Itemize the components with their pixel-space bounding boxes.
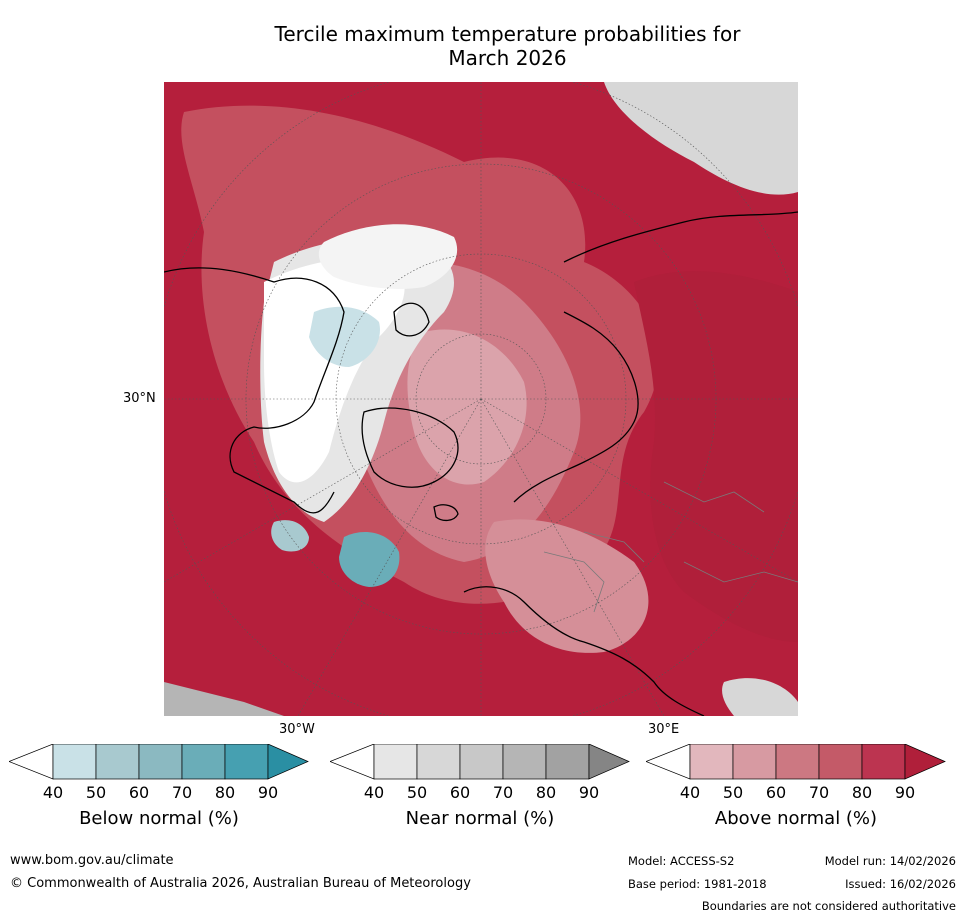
coast-siberia (563, 211, 798, 263)
footer-copyright: © Commonwealth of Australia 2026, Austra… (10, 876, 471, 891)
swatch-1 (373, 744, 418, 780)
polar-probability-map (164, 82, 798, 716)
colorbar-swatches (9, 744, 309, 780)
region-below-70-atlantic (339, 532, 400, 587)
region-above-50 (407, 329, 527, 485)
swatch-2 (732, 744, 777, 780)
coast-europe-north (513, 311, 639, 503)
swatch-3 (459, 744, 504, 780)
region-near-bottom-right (722, 678, 798, 716)
label-30e: 30°E (648, 722, 680, 737)
region-below-50 (309, 306, 380, 367)
tick-50: 50 (85, 783, 107, 802)
tick-90: 90 (578, 783, 600, 802)
tick-80: 80 (535, 783, 557, 802)
title-line-2: March 2026 (448, 46, 567, 70)
graticule (164, 82, 798, 716)
region-white-arctic (318, 224, 458, 289)
coast-greenland (361, 407, 459, 488)
swatch-6 (904, 744, 946, 780)
region-near-pacific (604, 82, 798, 195)
tick-80: 80 (851, 783, 873, 802)
colorbar-label: Above normal (%) (714, 808, 878, 829)
footer-base-period: Base period: 1981-2018 (628, 877, 767, 891)
swatch-2 (416, 744, 461, 780)
swatch-4 (502, 744, 547, 780)
tick-70: 70 (492, 783, 514, 802)
label-30n: 30°N (123, 391, 156, 406)
tick-80: 80 (214, 783, 236, 802)
tick-50: 50 (722, 783, 744, 802)
region-near-bottom-left (164, 682, 284, 716)
boundary-1 (543, 551, 605, 613)
swatch-5 (861, 744, 906, 780)
tick-60: 60 (765, 783, 787, 802)
meridian-60w (164, 398, 482, 583)
swatch-1 (689, 744, 734, 780)
footer-model-run: Model run: 14/02/2026 (824, 854, 956, 868)
tick-60: 60 (128, 783, 150, 802)
colorbar-above-normal: 40 50 60 70 80 90 Above normal (%) (646, 744, 946, 829)
swatch-1 (52, 744, 97, 780)
tick-50: 50 (406, 783, 428, 802)
swatch-0 (9, 744, 54, 780)
tick-90: 90 (894, 783, 916, 802)
swatch-6 (267, 744, 309, 780)
meridian-30w (297, 398, 482, 716)
coast-iceland (433, 504, 459, 522)
meridian-60e (480, 398, 798, 583)
boundary-2 (583, 531, 645, 563)
tick-90: 90 (257, 783, 279, 802)
boundary-3 (663, 481, 765, 513)
colorbar-near-normal: 40 50 60 70 80 90 Near normal (%) (330, 744, 630, 829)
region-above-90-asia (634, 271, 798, 642)
colorbar-swatches (646, 744, 946, 780)
region-above-60-europe (485, 519, 649, 653)
map-title: Tercile maximum temperature probabilitie… (200, 22, 815, 70)
swatch-5 (545, 744, 590, 780)
swatch-3 (138, 744, 183, 780)
tick-40: 40 (363, 783, 385, 802)
colorbar-swatches (330, 744, 630, 780)
coastlines (164, 211, 798, 716)
footer-model: Model: ACCESS-S2 (628, 854, 735, 868)
swatch-2 (95, 744, 140, 780)
footer-issued: Issued: 16/02/2026 (845, 877, 956, 891)
colorbar-below-normal: 40 50 60 70 80 90 Below normal (%) (9, 744, 309, 829)
title-line-1: Tercile maximum temperature probabilitie… (274, 22, 741, 46)
swatch-5 (224, 744, 269, 780)
meridian-30e (480, 398, 665, 716)
label-30w: 30°W (279, 722, 315, 737)
boundary-4 (683, 561, 798, 583)
tick-70: 70 (808, 783, 830, 802)
colorbar-label: Below normal (%) (79, 808, 239, 829)
swatch-4 (818, 744, 863, 780)
footer-website[interactable]: www.bom.gov.au/climate (10, 853, 174, 868)
swatch-4 (181, 744, 226, 780)
region-white-canada (264, 258, 405, 483)
swatch-0 (330, 744, 375, 780)
colorbar-label: Near normal (%) (405, 808, 555, 829)
tick-70: 70 (171, 783, 193, 802)
coast-north-america (164, 267, 345, 514)
coast-arctic-islands (393, 302, 430, 337)
swatch-3 (775, 744, 820, 780)
tick-60: 60 (449, 783, 471, 802)
country-boundaries (543, 481, 798, 613)
swatch-6 (588, 744, 630, 780)
latitude-circle-80 (415, 333, 547, 465)
tick-40: 40 (679, 783, 701, 802)
tick-40: 40 (42, 783, 64, 802)
swatch-0 (646, 744, 691, 780)
coast-europe-south (463, 586, 705, 716)
footer-disclaimer: Boundaries are not considered authoritat… (701, 899, 956, 913)
